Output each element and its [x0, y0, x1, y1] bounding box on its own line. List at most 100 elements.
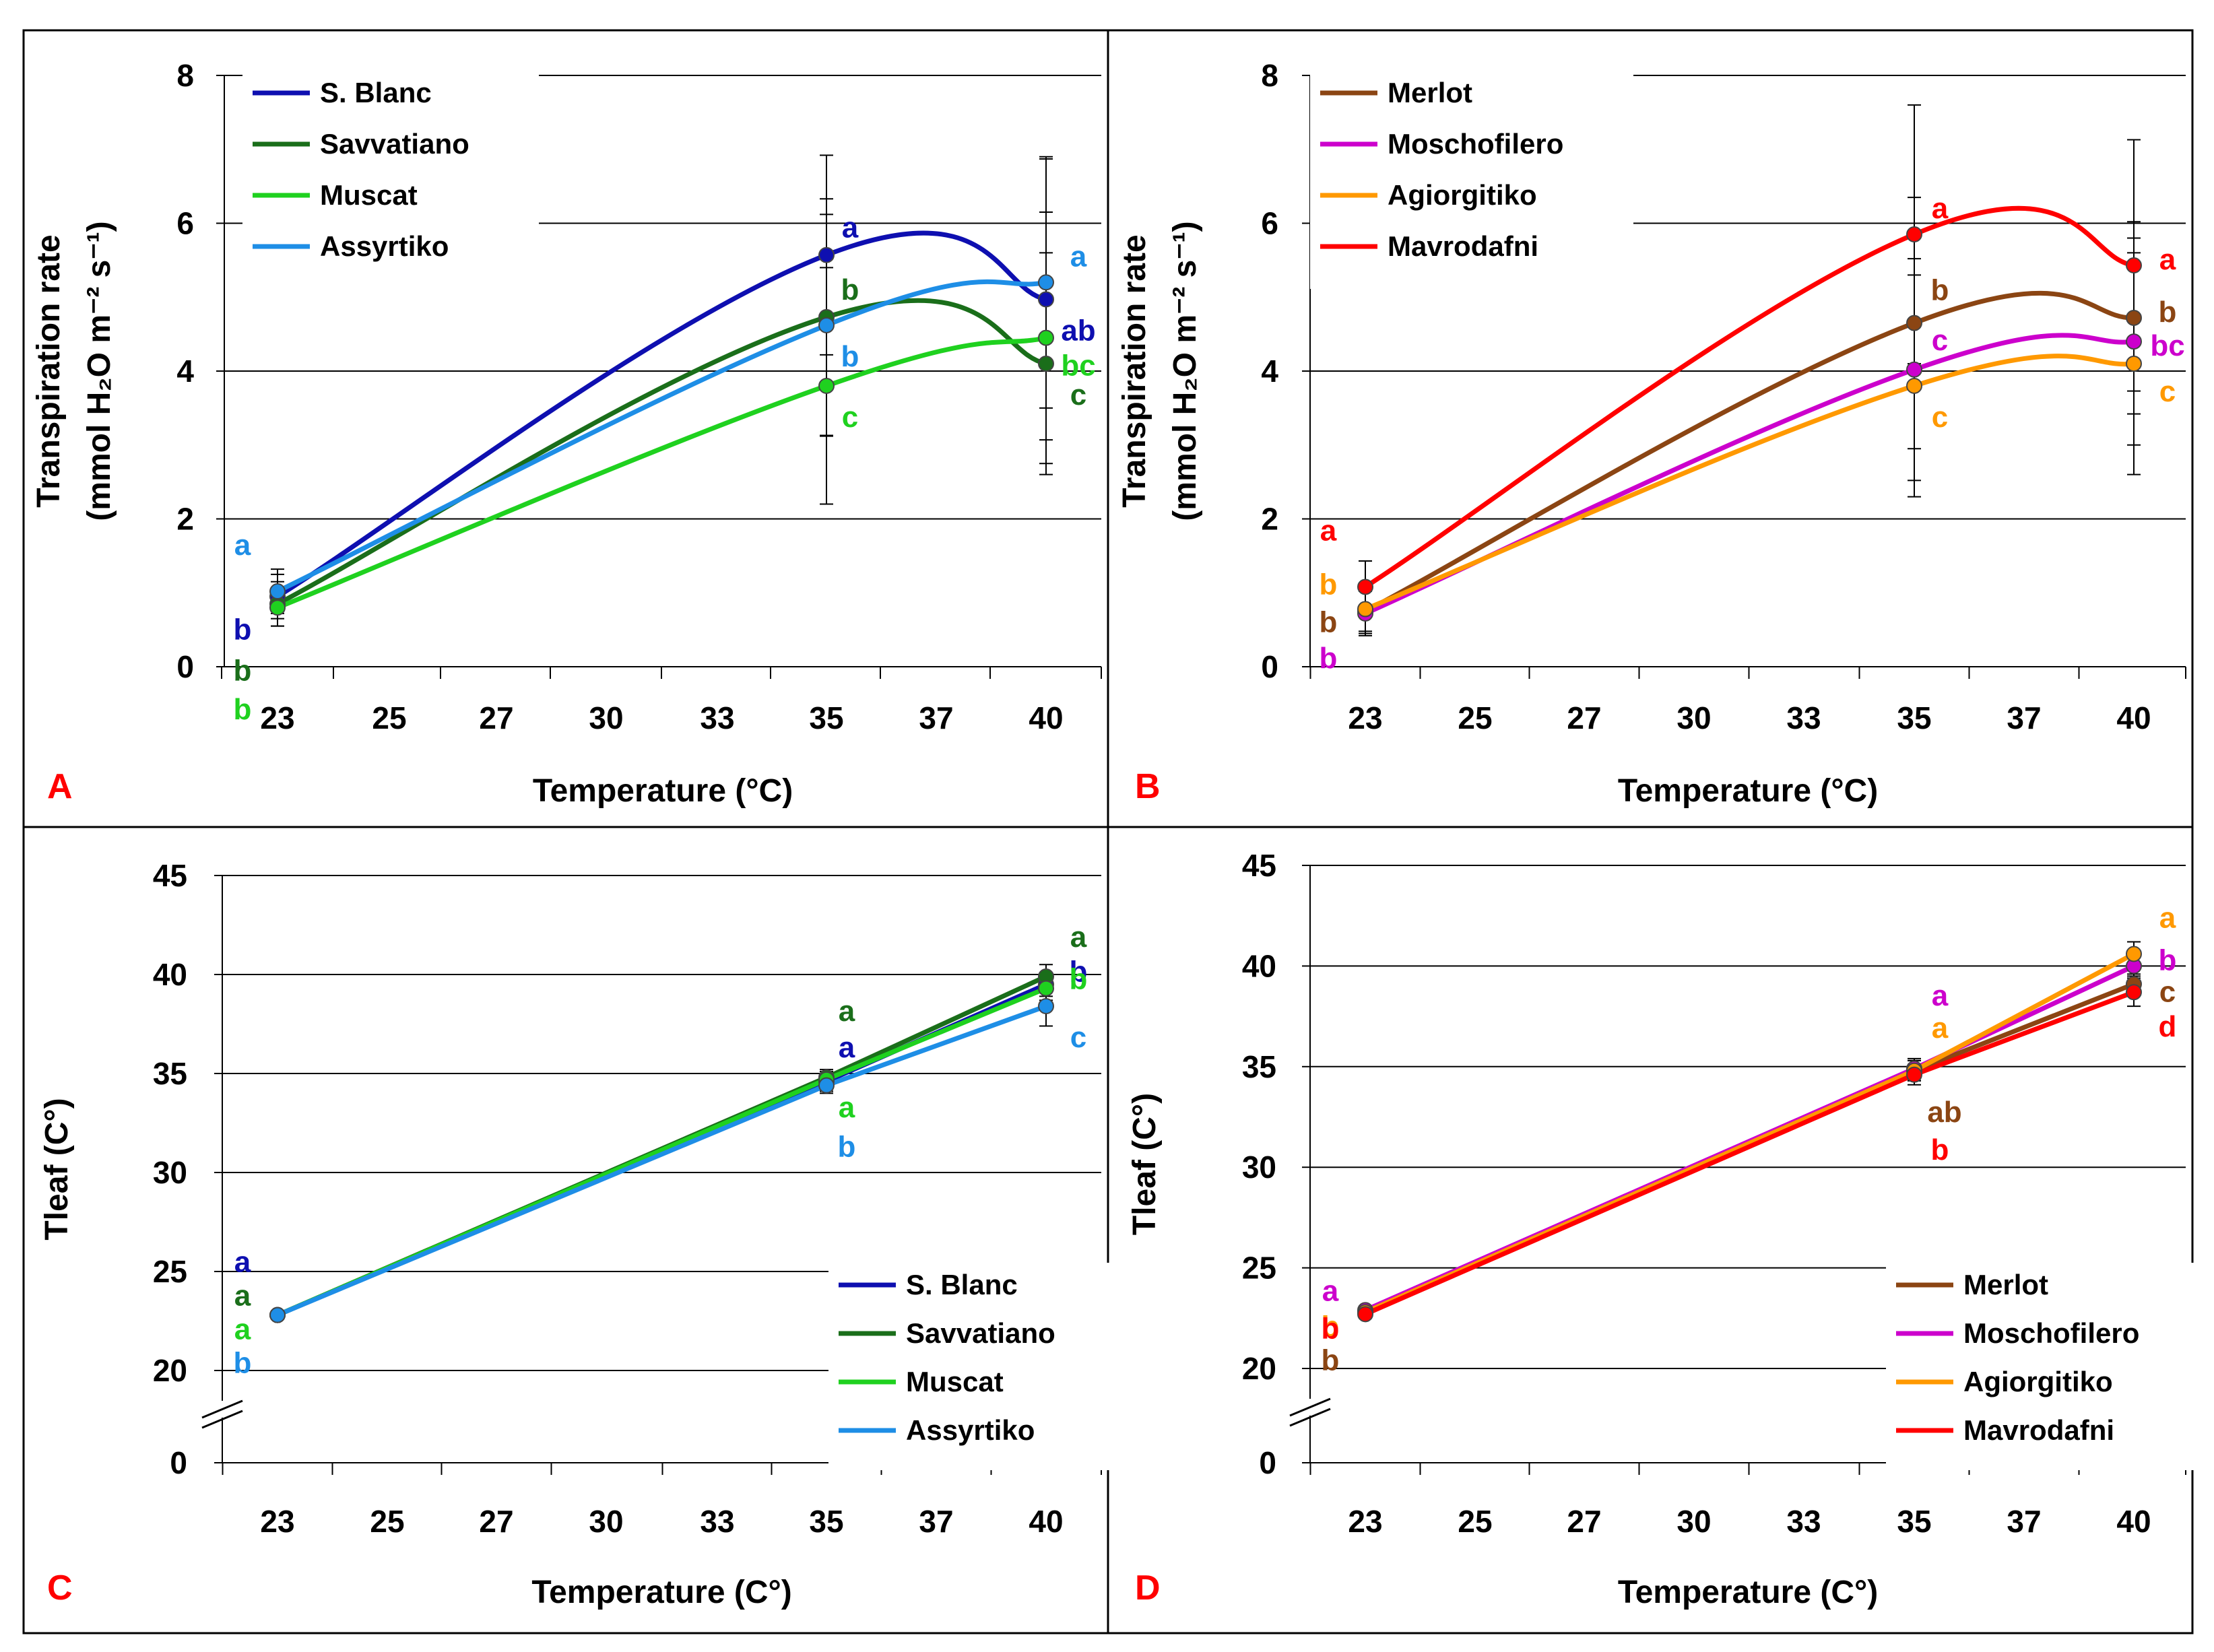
data-point	[1038, 291, 1054, 308]
significance-letter: a	[839, 995, 855, 1028]
x-tick-label: 23	[260, 1504, 294, 1539]
significance-letter: a	[1070, 921, 1087, 954]
significance-letter: b	[2159, 944, 2177, 977]
significance-letter: b	[1931, 274, 1949, 307]
x-tick-label: 37	[919, 700, 953, 735]
significance-letter: a	[839, 1091, 855, 1124]
x-tick-label: 25	[370, 1504, 404, 1539]
data-point	[1906, 226, 1922, 242]
significance-letter: b	[234, 614, 252, 647]
significance-letter: c	[2159, 375, 2176, 408]
legend-label: Merlot	[1388, 77, 1472, 108]
legend-background	[242, 71, 539, 289]
legend-label: Agiorgitiko	[1388, 179, 1537, 211]
chart-panel-c: 0 20 25 30 35 40 45 23 25 27 30 33 35 37 40 Temperature…	[39, 858, 1125, 1610]
significance-letter: a	[839, 1031, 855, 1064]
significance-letter: b	[838, 1131, 856, 1164]
data-point	[1357, 1306, 1373, 1323]
x-tick-label: 30	[1676, 1504, 1711, 1539]
x-tick-label: 37	[2007, 700, 2041, 735]
data-point	[1906, 361, 1922, 378]
significance-letter: a	[234, 1280, 251, 1313]
significance-letter: ab	[1927, 1096, 1961, 1129]
legend-label: Moschofilero	[1388, 128, 1563, 160]
significance-letter: b	[2159, 296, 2177, 329]
data-point	[1357, 579, 1373, 595]
y-tick-label: 30	[153, 1155, 187, 1190]
x-tick-label: 25	[1458, 700, 1492, 735]
y-tick-label: 0	[176, 649, 194, 684]
x-axis-title: Temperature (°C)	[533, 773, 793, 809]
y-tick-label: 0	[1259, 1445, 1276, 1480]
series-line-muscat	[276, 335, 1047, 610]
y-tick-label: 6	[1261, 206, 1278, 241]
legend-label: Muscat	[320, 179, 418, 211]
significance-letter: a	[234, 1246, 251, 1279]
y-tick-label: 20	[153, 1353, 187, 1388]
x-tick-label: 27	[479, 700, 513, 735]
data-point	[1038, 329, 1054, 346]
significance-letter: c	[1070, 378, 1086, 411]
y-tick-label: 6	[176, 206, 194, 241]
y-axis-title: Tleaf (C°)	[1127, 1093, 1163, 1235]
x-tick-label: 40	[1029, 1504, 1063, 1539]
x-axis-title: Temperature (C°)	[531, 1575, 791, 1610]
x-tick-label: 23	[260, 700, 294, 735]
legend-background	[1310, 71, 1633, 289]
x-tick-label: 25	[372, 700, 406, 735]
significance-letter: b	[1320, 568, 1338, 601]
significance-letter: b	[841, 273, 859, 306]
significance-letter: a	[234, 529, 251, 562]
x-tick-label: 35	[1897, 1504, 1931, 1539]
data-point	[1038, 998, 1054, 1015]
x-tick-label: 30	[1676, 700, 1711, 735]
panel-letter: D	[1135, 1568, 1161, 1608]
legend-label: Savvatiano	[906, 1317, 1055, 1349]
significance-letter: c	[1932, 401, 1948, 434]
data-point	[2126, 946, 2142, 962]
x-tick-label: 35	[809, 700, 843, 735]
y-axis-title: Transpiration rate	[1117, 234, 1152, 507]
significance-letter: b	[1320, 606, 1338, 639]
significance-letter: b	[1322, 1344, 1340, 1377]
significance-letter: b	[1931, 1133, 1949, 1166]
significance-letter: a	[2159, 243, 2176, 276]
y-axis-title: Tleaf (C°)	[39, 1098, 75, 1240]
x-tick-label: 23	[1348, 700, 1382, 735]
data-point	[269, 583, 286, 600]
x-tick-label: 40	[1029, 700, 1063, 735]
significance-letter: ab	[1061, 315, 1095, 348]
y-axis-units: (mmol H₂O m⁻² s⁻¹)	[82, 221, 117, 521]
data-point	[1038, 274, 1054, 291]
data-point	[818, 377, 835, 394]
axis-break-mark	[1289, 1397, 1331, 1417]
legend: S. Blanc Savvatiano Muscat Assyrtiko	[828, 1263, 1125, 1470]
legend-label: Savvatiano	[320, 128, 469, 160]
y-tick-label: 8	[1261, 58, 1278, 93]
y-tick-label: 2	[176, 502, 194, 537]
data-point	[818, 246, 835, 263]
data-point	[1906, 1066, 1922, 1083]
y-tick-label: 45	[153, 858, 187, 893]
significance-letter: d	[2159, 1010, 2177, 1043]
data-point	[2126, 333, 2142, 350]
series-line-mavrodafni	[1364, 205, 2135, 589]
x-axis-title: Temperature (°C)	[1618, 773, 1878, 809]
data-point	[818, 317, 835, 333]
data-point	[269, 1307, 286, 1323]
legend-label: Assyrtiko	[906, 1414, 1035, 1446]
axis-break-mark	[201, 1399, 243, 1419]
series-line-assyrtiko	[276, 279, 1047, 594]
chart-panel-d: 0 20 25 30 35 40 45 23 25 27 30 33 35 37 40 Temperature…	[1127, 848, 2196, 1610]
significance-letter: bc	[1061, 350, 1095, 383]
x-tick-label: 30	[589, 700, 623, 735]
y-tick-label: 0	[1261, 649, 1278, 684]
data-point	[1906, 315, 1922, 331]
x-tick-label: 33	[1786, 700, 1821, 735]
significance-letter: c	[2159, 975, 2176, 1008]
y-tick-label: 25	[1242, 1251, 1276, 1286]
y-tick-label: 4	[1261, 354, 1278, 389]
y-tick-label: 40	[1242, 948, 1276, 983]
significance-letter: c	[1070, 1021, 1086, 1054]
